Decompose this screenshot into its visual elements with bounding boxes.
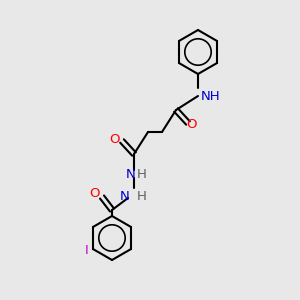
Text: N: N: [120, 190, 130, 203]
Text: N: N: [126, 168, 136, 181]
Text: O: O: [110, 133, 120, 146]
Text: H: H: [137, 190, 147, 203]
Text: O: O: [89, 187, 100, 200]
Text: I: I: [85, 244, 89, 257]
Text: H: H: [137, 168, 147, 181]
Text: O: O: [186, 118, 196, 131]
Text: NH: NH: [201, 90, 220, 103]
